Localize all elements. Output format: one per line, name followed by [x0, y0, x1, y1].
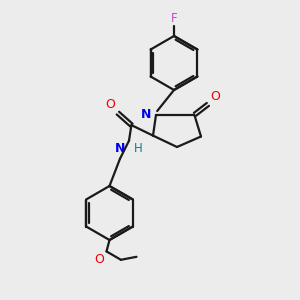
- Text: O: O: [94, 253, 104, 266]
- Text: O: O: [210, 90, 220, 103]
- Text: O: O: [105, 98, 115, 111]
- Text: F: F: [171, 12, 177, 25]
- Text: H: H: [134, 142, 142, 154]
- Text: N: N: [141, 108, 152, 121]
- Text: N: N: [115, 142, 125, 155]
